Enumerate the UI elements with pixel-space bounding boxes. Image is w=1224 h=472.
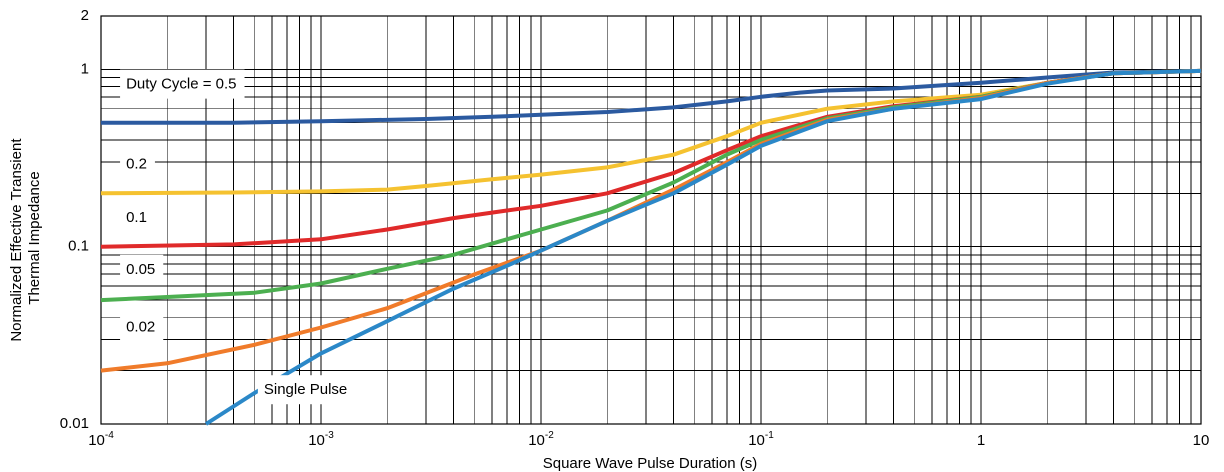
y-axis-label-line-1: Normalized Effective Transient [8, 138, 25, 342]
x-tick-base: 1 [977, 432, 985, 449]
series-annotation: 0.05 [120, 254, 164, 284]
series-line-1 [100, 68, 1202, 196]
series-line-5 [204, 68, 1202, 426]
x-tick-base: 10 [528, 432, 545, 449]
x-tick-exponent: -3 [325, 430, 334, 441]
chart-series [100, 68, 1202, 426]
series-line-4 [100, 68, 1202, 373]
series-annotation: 0.02 [120, 312, 164, 342]
y-tick-label: 0.1 [68, 238, 89, 255]
y-tick-label: 1 [81, 60, 89, 77]
x-tick-base: 10 [748, 432, 765, 449]
annotation-label: 0.02 [126, 318, 155, 335]
annotation-label: 0.05 [126, 261, 155, 278]
x-tick-label: 10-1 [748, 430, 774, 449]
chart-annotations: Duty Cycle = 0.5 0.2 0.1 0.05 0.02 Single Pul… [120, 69, 356, 405]
annotation-background [120, 69, 245, 99]
series-annotation: Single Pulse [257, 375, 356, 405]
chart-grid [100, 15, 1202, 425]
annotation-background [120, 254, 164, 284]
x-tick-label: 10 [1193, 432, 1210, 449]
series-annotation: 0.1 [120, 203, 155, 233]
annotation-background [120, 312, 164, 342]
y-axis-label: Normalized Effective Transient Thermal I… [8, 134, 43, 341]
x-tick-base: 10 [308, 432, 325, 449]
y-tick-label: 2 [81, 7, 89, 24]
series-line-3 [100, 68, 1202, 303]
series-line-0 [101, 68, 1202, 125]
x-tick-label: 10-2 [528, 430, 554, 449]
series-annotation: 0.2 [120, 149, 155, 179]
x-tick-exponent: -1 [765, 430, 774, 441]
x-tick-base: 10 [1193, 432, 1210, 449]
x-tick-label: 10-3 [308, 430, 334, 449]
x-tick-exponent: -2 [545, 430, 554, 441]
annotation-background [257, 375, 356, 405]
y-axis-label-line-2: Thermal Impedance [26, 171, 43, 304]
annotation-label: 0.1 [126, 209, 147, 226]
x-tick-label: 1 [977, 432, 985, 449]
x-tick-base: 10 [88, 432, 105, 449]
annotation-background [120, 149, 155, 179]
annotation-label: Duty Cycle = 0.5 [126, 76, 236, 93]
series-annotation: Duty Cycle = 0.5 [120, 69, 245, 99]
x-axis-label: Square Wave Pulse Duration (s) [543, 455, 758, 472]
x-tick-label: 10-4 [88, 430, 114, 449]
annotation-label: 0.2 [126, 156, 147, 173]
plot-frame [100, 15, 1202, 425]
chart-ticks: 10-4 10-3 10-2 10-1 1 100.010.112 [60, 7, 1210, 449]
annotation-background [120, 203, 155, 233]
x-tick-exponent: -4 [105, 430, 114, 441]
annotation-label: Single Pulse [264, 381, 347, 398]
y-tick-label: 0.01 [60, 415, 89, 432]
